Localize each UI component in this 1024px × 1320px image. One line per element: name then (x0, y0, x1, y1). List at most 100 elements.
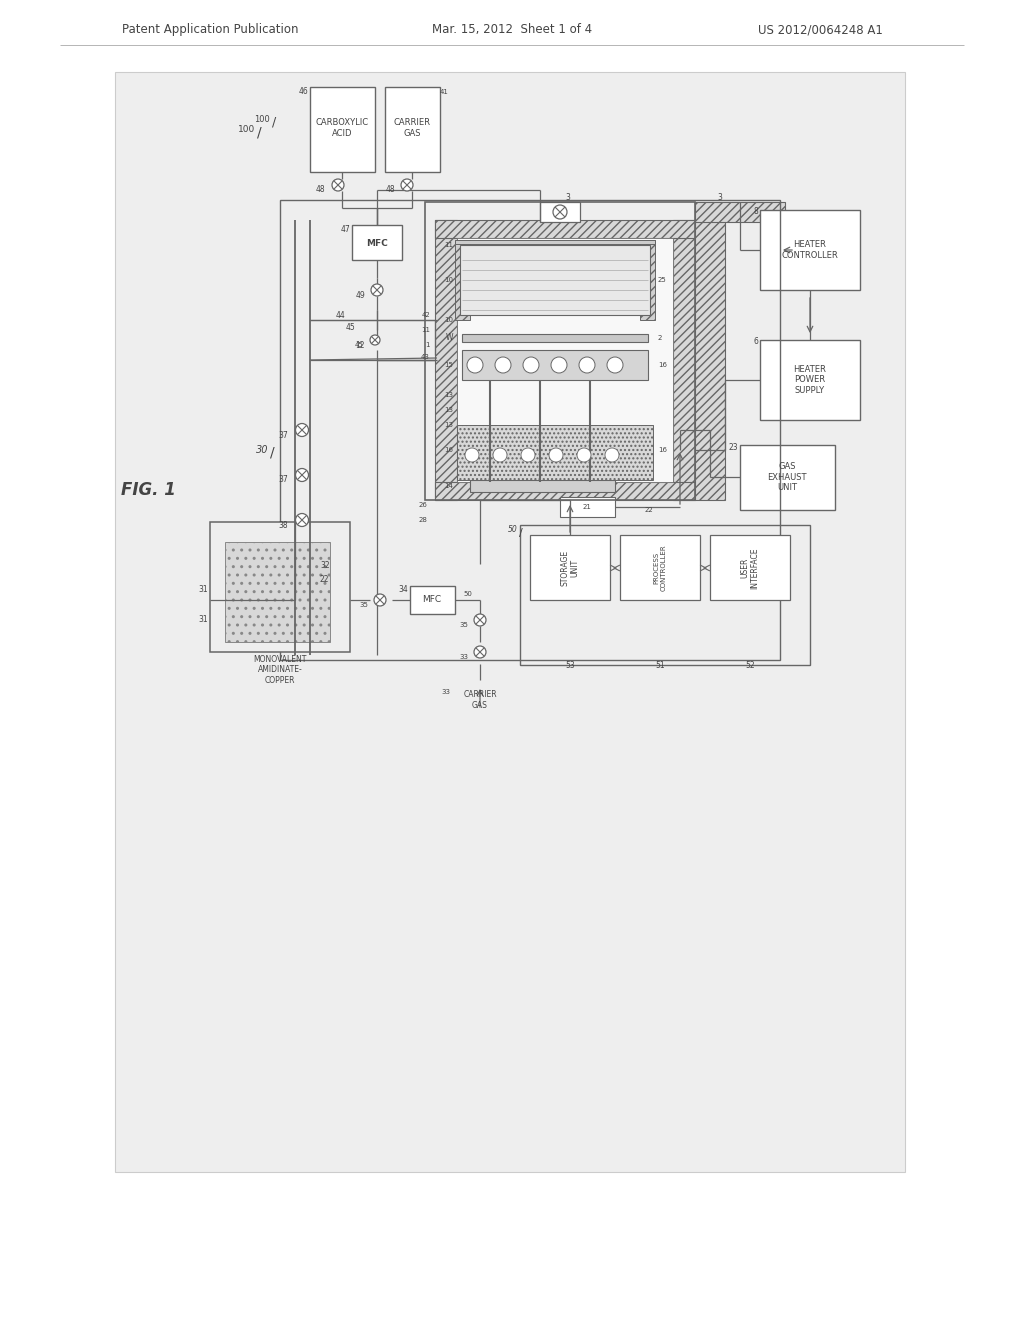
Circle shape (553, 205, 567, 219)
FancyBboxPatch shape (352, 224, 402, 260)
Text: 47: 47 (340, 226, 350, 235)
Circle shape (371, 284, 383, 296)
Text: 21: 21 (583, 504, 592, 510)
Text: 33: 33 (459, 653, 468, 660)
Circle shape (523, 356, 539, 374)
FancyBboxPatch shape (310, 87, 375, 172)
Text: 28: 28 (418, 517, 427, 523)
Text: 49: 49 (355, 290, 365, 300)
FancyBboxPatch shape (385, 87, 440, 172)
Text: 26: 26 (418, 502, 427, 508)
FancyBboxPatch shape (435, 482, 695, 500)
FancyBboxPatch shape (455, 240, 470, 319)
Text: USER
INTERFACE: USER INTERFACE (740, 548, 760, 589)
Text: 15: 15 (444, 362, 453, 368)
FancyBboxPatch shape (695, 220, 725, 500)
Text: 16: 16 (658, 447, 667, 453)
Circle shape (551, 356, 567, 374)
FancyBboxPatch shape (620, 535, 700, 601)
FancyBboxPatch shape (673, 220, 695, 500)
FancyBboxPatch shape (540, 202, 580, 222)
FancyBboxPatch shape (710, 535, 790, 601)
Text: 51: 51 (655, 660, 665, 669)
Circle shape (607, 356, 623, 374)
Circle shape (579, 356, 595, 374)
FancyBboxPatch shape (460, 246, 650, 315)
FancyBboxPatch shape (115, 73, 905, 1172)
Circle shape (577, 447, 591, 462)
Text: 14: 14 (444, 483, 453, 488)
Text: FIG. 1: FIG. 1 (121, 480, 175, 499)
Text: 42: 42 (421, 312, 430, 318)
Text: 25: 25 (658, 277, 667, 282)
FancyBboxPatch shape (457, 425, 653, 480)
Circle shape (465, 447, 479, 462)
Text: /: / (272, 116, 276, 128)
Text: /: / (257, 125, 261, 139)
Circle shape (296, 424, 308, 437)
Text: 10: 10 (444, 317, 453, 323)
Text: 33: 33 (441, 689, 450, 696)
Text: 43: 43 (421, 354, 430, 360)
FancyBboxPatch shape (435, 220, 457, 500)
Text: 37: 37 (279, 475, 288, 484)
Text: 48: 48 (315, 186, 325, 194)
Text: MONOVALENT
AMIDINATE-
COPPER: MONOVALENT AMIDINATE- COPPER (253, 655, 306, 685)
FancyBboxPatch shape (695, 202, 785, 222)
Text: 31: 31 (199, 615, 208, 624)
Text: 16: 16 (658, 362, 667, 368)
Circle shape (467, 356, 483, 374)
FancyBboxPatch shape (457, 238, 673, 482)
Circle shape (332, 180, 344, 191)
Text: 13: 13 (444, 422, 453, 428)
Text: 8: 8 (754, 207, 758, 216)
Text: 100: 100 (254, 116, 270, 124)
Text: 13: 13 (444, 407, 453, 413)
Text: 50: 50 (464, 591, 472, 597)
Text: MFC: MFC (367, 239, 388, 248)
Text: 3: 3 (565, 194, 570, 202)
FancyBboxPatch shape (760, 210, 860, 290)
Text: 45: 45 (354, 342, 362, 348)
Circle shape (374, 594, 386, 606)
Text: 12: 12 (355, 341, 365, 350)
Text: 48: 48 (385, 186, 395, 194)
Circle shape (521, 447, 535, 462)
FancyBboxPatch shape (462, 334, 648, 342)
FancyBboxPatch shape (435, 220, 695, 238)
Text: CARBOXYLIC
ACID: CARBOXYLIC ACID (315, 119, 369, 137)
Text: CARRIER
GAS: CARRIER GAS (463, 690, 497, 710)
Circle shape (474, 645, 486, 657)
Text: HEATER
CONTROLLER: HEATER CONTROLLER (781, 240, 839, 260)
FancyBboxPatch shape (640, 240, 655, 319)
Text: HEATER
POWER
SUPPLY: HEATER POWER SUPPLY (794, 366, 826, 395)
Text: MFC: MFC (423, 595, 441, 605)
Circle shape (493, 447, 507, 462)
Text: US 2012/0064248 A1: US 2012/0064248 A1 (758, 24, 883, 37)
Text: 23: 23 (728, 442, 738, 451)
Text: 10: 10 (444, 277, 453, 282)
Circle shape (474, 614, 486, 626)
Text: STORAGE
UNIT: STORAGE UNIT (560, 550, 580, 586)
Text: 53: 53 (565, 660, 574, 669)
Text: 32: 32 (319, 561, 330, 569)
Text: 30: 30 (256, 445, 268, 455)
Text: 38: 38 (279, 520, 288, 529)
FancyBboxPatch shape (530, 535, 610, 601)
Circle shape (401, 180, 413, 191)
Text: /: / (519, 528, 522, 539)
Text: PROCESS
CONTROLLER: PROCESS CONTROLLER (653, 545, 667, 591)
Text: 35: 35 (459, 622, 468, 628)
Text: 35: 35 (359, 602, 368, 609)
Text: 11: 11 (421, 327, 430, 333)
Circle shape (605, 447, 618, 462)
Text: 16: 16 (444, 447, 453, 453)
Text: 37: 37 (279, 430, 288, 440)
Text: /: / (270, 445, 274, 459)
Text: 100: 100 (238, 125, 255, 135)
Text: 22: 22 (319, 576, 330, 585)
Circle shape (296, 469, 308, 482)
Text: 1: 1 (426, 342, 430, 348)
FancyBboxPatch shape (455, 240, 655, 244)
Text: 34: 34 (398, 586, 408, 594)
